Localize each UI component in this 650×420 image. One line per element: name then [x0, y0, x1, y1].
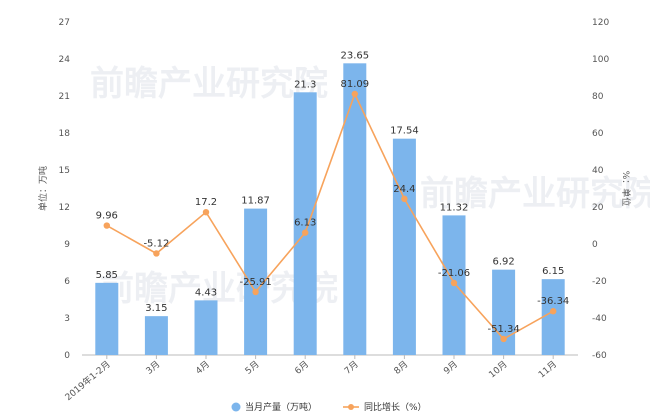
watermark-text: 前瞻产业研究院 — [420, 174, 650, 214]
x-tick-label: 11月 — [536, 359, 559, 381]
growth-value-label: 24.4 — [393, 184, 415, 195]
y-left-tick-label: 0 — [64, 351, 70, 361]
bar-value-label: 17.54 — [390, 126, 419, 137]
legend-line-label: 同比增长（%） — [364, 401, 427, 413]
x-tick-label: 3月 — [144, 359, 162, 377]
bar — [244, 208, 268, 355]
y-left-tick-label: 6 — [64, 277, 70, 287]
growth-point — [302, 229, 309, 236]
y-left-tick-label: 15 — [59, 166, 70, 176]
watermark-layer: 前瞻产业研究院 前瞻产业研究院 前瞻产业研究院 — [90, 64, 650, 309]
growth-value-label: -25.91 — [239, 277, 271, 288]
y-right-tick-label: -40 — [592, 314, 607, 324]
growth-value-label: -36.34 — [537, 296, 569, 307]
growth-point — [103, 222, 111, 229]
growth-point — [252, 288, 259, 296]
legend-bar-label: 当月产量（万吨） — [245, 401, 317, 413]
bar-value-label: 4.43 — [195, 287, 217, 298]
watermark-text: 前瞻产业研究院 — [90, 64, 328, 104]
growth-value-label: -5.12 — [143, 238, 169, 249]
y-left-tick-label: 27 — [59, 18, 70, 28]
bar — [95, 282, 119, 355]
bar-value-label: 6.15 — [542, 266, 564, 277]
y-left-tick-label: 12 — [59, 203, 70, 213]
y-right-tick-label: 100 — [592, 55, 609, 65]
growth-point — [153, 250, 160, 257]
bar — [144, 316, 168, 355]
y-right-tick-label: 0 — [592, 240, 598, 250]
bar — [541, 279, 565, 355]
y-left-tick-label: 3 — [64, 314, 70, 324]
bar-value-label: 11.32 — [440, 202, 469, 213]
y-right-tick-label: -20 — [592, 277, 607, 287]
x-tick-label: 9月 — [442, 359, 460, 377]
bar-value-label: 23.65 — [340, 50, 369, 61]
bar — [392, 138, 416, 355]
y-right-tick-label: 40 — [592, 166, 604, 176]
bar-value-label: 11.87 — [241, 196, 270, 207]
bar-value-label: 6.92 — [492, 257, 514, 268]
x-tick-label: 7月 — [342, 359, 360, 377]
y-left-tick-label: 9 — [64, 240, 70, 250]
x-tick-label: 6月 — [293, 359, 311, 377]
growth-value-label: 6.13 — [294, 218, 316, 229]
growth-point — [202, 208, 210, 216]
growth-point — [450, 279, 458, 287]
growth-value-label: 9.96 — [96, 211, 118, 222]
y-right-tick-label: 20 — [592, 203, 604, 213]
y-left-tick-label: 24 — [59, 55, 71, 65]
growth-point — [351, 90, 358, 98]
growth-point — [500, 335, 507, 343]
x-tick-label: 10月 — [487, 359, 510, 381]
x-tick-label: 4月 — [194, 359, 212, 377]
y-left-tick-label: 21 — [59, 92, 70, 102]
y-right-tick-label: 60 — [592, 129, 604, 139]
bar — [194, 300, 218, 355]
growth-value-label: 17.2 — [195, 197, 217, 208]
y-right-tick-label: 80 — [592, 92, 604, 102]
growth-point — [401, 195, 408, 203]
bar-value-label: 21.3 — [294, 79, 316, 90]
growth-value-label: -51.34 — [487, 324, 519, 335]
legend: 当月产量（万吨） 同比增长（%） — [231, 401, 427, 413]
legend-line-marker — [348, 404, 354, 410]
growth-point — [550, 308, 557, 315]
bar — [492, 269, 516, 355]
growth-line — [106, 91, 554, 340]
growth-value-label: -21.06 — [438, 268, 470, 279]
y-left-axis-title: 单位：万吨 — [37, 166, 49, 211]
y-right-tick-label: -60 — [592, 351, 607, 361]
bar-series — [95, 63, 565, 356]
growth-value-label: 81.09 — [340, 79, 369, 90]
data-labels: 5.85 3.15 4.43 11.87 21.3 23.65 17.54 11.32 6.92… — [96, 50, 570, 335]
bar — [293, 92, 317, 356]
y-right-tick-label: 120 — [592, 18, 609, 28]
y-right-axis-title: %：单位 — [620, 171, 632, 207]
bar-value-label: 3.15 — [145, 303, 167, 314]
bar-value-label: 5.85 — [96, 270, 118, 281]
legend-bar-swatch — [231, 402, 241, 412]
x-tick-label: 8月 — [392, 359, 410, 377]
x-tick-label: 5月 — [243, 359, 261, 377]
x-tick-label: 2019年1-2月 — [62, 358, 112, 403]
line-series — [103, 90, 557, 343]
y-left-tick-label: 18 — [59, 129, 71, 139]
bar — [343, 63, 367, 356]
